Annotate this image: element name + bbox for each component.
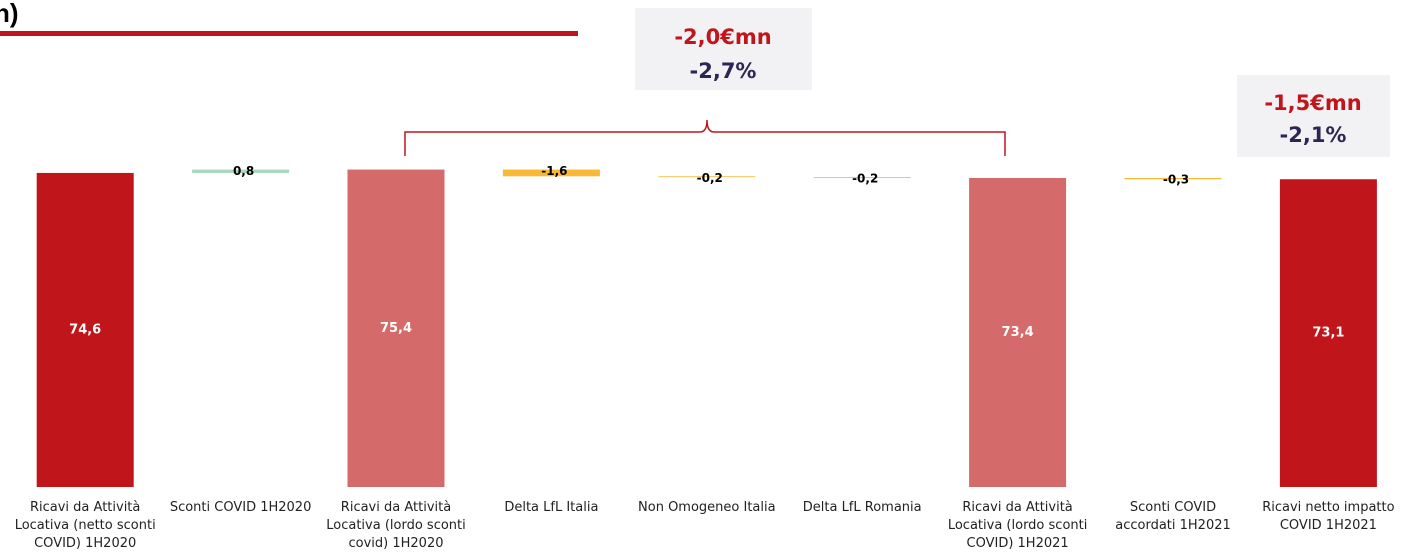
x-tick-label: Non Omogeneo Italia: [638, 500, 776, 515]
value-label: -0,2: [697, 171, 723, 185]
annotation-percent: -2,7%: [690, 59, 757, 83]
bar: [192, 169, 290, 173]
value-label: -0,2: [852, 172, 878, 186]
bar: [36, 172, 134, 487]
bracket: [404, 119, 1006, 156]
x-tick-label: Ricavi da Attività Locativa (netto scont…: [14, 500, 156, 551]
title-rule: [0, 31, 578, 36]
value-label: 75,4: [380, 321, 412, 336]
bar: [813, 177, 911, 178]
bar: [1124, 177, 1222, 180]
annotation-box: [635, 8, 812, 90]
value-label: 73,4: [1002, 325, 1034, 340]
x-tick-label: Sconti COVID accordati 1H2021: [1115, 500, 1231, 533]
x-tick-label: Delta LfL Romania: [802, 500, 922, 515]
value-label: -1,6: [541, 164, 567, 178]
x-tick-label: Ricavi da Attività Locativa (lordo scont…: [947, 500, 1088, 551]
x-tick-label: Ricavi netto impatto COVID 1H2021: [1262, 500, 1395, 533]
annotation-amount: -1,5€mn: [1264, 91, 1361, 115]
bar: [347, 169, 445, 488]
annotation-box: [1237, 75, 1390, 157]
x-tick-label: Delta LfL Italia: [504, 500, 599, 515]
chart-title: n): [0, 0, 19, 28]
annotation-percent: -2,1%: [1280, 123, 1347, 147]
annotation-amount: -2,0€mn: [674, 25, 771, 49]
bar: [1279, 179, 1377, 487]
bar: [969, 177, 1067, 487]
x-tick-label: Ricavi da Attività Locativa (lordo scont…: [326, 500, 466, 551]
bar: [502, 169, 600, 177]
value-label: 74,6: [69, 322, 101, 337]
bar: [658, 176, 756, 178]
value-label: 73,1: [1312, 326, 1344, 341]
value-label: -0,3: [1163, 172, 1189, 186]
x-tick-label: Sconti COVID 1H2020: [169, 500, 312, 515]
value-label: 0,8: [233, 164, 254, 178]
